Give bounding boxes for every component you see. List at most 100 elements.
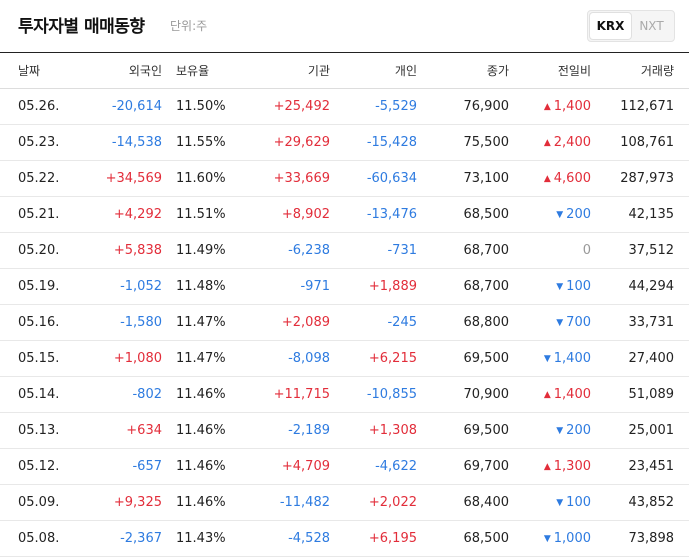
cell-change: ▼ 700: [515, 304, 597, 341]
cell-institution: +33,669: [244, 160, 336, 197]
cell-volume: 287,973: [597, 160, 689, 197]
change-value: 200: [566, 207, 591, 222]
cell-individual: -15,428: [336, 124, 423, 161]
cell-individual: +1,308: [336, 412, 423, 449]
change-value: 1,000: [553, 531, 591, 546]
down-triangle-icon: ▼: [556, 210, 564, 220]
change-value: 1,300: [553, 459, 591, 474]
cell-volume: 112,671: [597, 88, 689, 125]
table-row: 05.26. -20,614 11.50% +25,492 -5,529 76,900 ▲ 1…: [0, 88, 689, 125]
cell-change: ▲ 2,400: [515, 124, 597, 161]
col-header-date: 날짜: [0, 52, 76, 89]
cell-volume: 25,001: [597, 412, 689, 449]
change-value: 1,400: [553, 99, 591, 114]
cell-date: 05.14.: [0, 376, 76, 413]
col-header-institution: 기관: [244, 52, 336, 89]
cell-close: 68,700: [423, 268, 515, 305]
change-value: 0: [582, 243, 591, 258]
cell-individual: +6,195: [336, 520, 423, 557]
cell-institution: -6,238: [244, 232, 336, 269]
cell-holding-rate: 11.48%: [168, 268, 244, 305]
cell-holding-rate: 11.47%: [168, 304, 244, 341]
cell-foreign: -802: [76, 376, 168, 413]
cell-change: ▼ 100: [515, 484, 597, 521]
cell-close: 68,500: [423, 520, 515, 557]
cell-foreign: -657: [76, 448, 168, 485]
cell-institution: -8,098: [244, 340, 336, 377]
cell-volume: 42,135: [597, 196, 689, 233]
down-triangle-icon: ▼: [556, 426, 564, 436]
cell-change: ▲ 4,600: [515, 160, 597, 197]
cell-institution: +11,715: [244, 376, 336, 413]
table-row: 05.21. +4,292 11.51% +8,902 -13,476 68,500 ▼ 20…: [0, 196, 689, 233]
up-triangle-icon: ▲: [543, 462, 551, 472]
cell-individual: -60,634: [336, 160, 423, 197]
change-value: 2,400: [553, 135, 591, 150]
up-triangle-icon: ▲: [543, 138, 551, 148]
cell-change: ▲ 1,400: [515, 88, 597, 125]
down-triangle-icon: ▼: [543, 534, 551, 544]
cell-institution: +29,629: [244, 124, 336, 161]
cell-close: 69,500: [423, 340, 515, 377]
cell-foreign: -2,367: [76, 520, 168, 557]
table-row: 05.12. -657 11.46% +4,709 -4,622 69,700 ▲ 1,300…: [0, 448, 689, 485]
cell-date: 05.09.: [0, 484, 76, 521]
cell-change: ▼ 100: [515, 268, 597, 305]
cell-individual: -4,622: [336, 448, 423, 485]
cell-date: 05.26.: [0, 88, 76, 125]
cell-institution: -4,528: [244, 520, 336, 557]
cell-individual: +6,215: [336, 340, 423, 377]
table-row: 05.15. +1,080 11.47% -8,098 +6,215 69,500 ▼ 1,4…: [0, 340, 689, 377]
col-header-close: 종가: [423, 52, 515, 89]
cell-change: ▼ 200: [515, 412, 597, 449]
cell-change: ▲ 1,400: [515, 376, 597, 413]
cell-foreign: -20,614: [76, 88, 168, 125]
section-title: 투자자별 매매동향: [18, 17, 145, 37]
cell-holding-rate: 11.51%: [168, 196, 244, 233]
cell-individual: -10,855: [336, 376, 423, 413]
cell-individual: -731: [336, 232, 423, 269]
cell-date: 05.08.: [0, 520, 76, 557]
col-header-holding-rate: 보유율: [168, 52, 244, 89]
cell-close: 70,900: [423, 376, 515, 413]
cell-date: 05.12.: [0, 448, 76, 485]
cell-individual: -5,529: [336, 88, 423, 125]
cell-volume: 108,761: [597, 124, 689, 161]
cell-holding-rate: 11.60%: [168, 160, 244, 197]
table-header-row: 날짜 외국인 보유율 기관 개인 종가 전일비 거래량: [0, 52, 689, 89]
table-row: 05.22. +34,569 11.60% +33,669 -60,634 73,100 ▲…: [0, 160, 689, 197]
market-tab-nxt[interactable]: NXT: [639, 19, 664, 33]
cell-volume: 23,451: [597, 448, 689, 485]
cell-foreign: -1,580: [76, 304, 168, 341]
cell-individual: +2,022: [336, 484, 423, 521]
cell-close: 68,400: [423, 484, 515, 521]
cell-foreign: +4,292: [76, 196, 168, 233]
down-triangle-icon: ▼: [556, 318, 564, 328]
table-row: 05.16. -1,580 11.47% +2,089 -245 68,800 ▼ 700 33…: [0, 304, 689, 341]
cell-institution: +4,709: [244, 448, 336, 485]
col-header-individual: 개인: [336, 52, 423, 89]
section-header: 투자자별 매매동향 단위:주 KRX NXT: [0, 0, 689, 52]
cell-date: 05.21.: [0, 196, 76, 233]
market-tab-krx[interactable]: KRX: [590, 13, 631, 39]
market-toggle: KRX NXT: [587, 10, 675, 42]
cell-change: ▼ 1,000: [515, 520, 597, 557]
table-row: 05.13. +634 11.46% -2,189 +1,308 69,500 ▼ 200 25…: [0, 412, 689, 449]
col-header-volume: 거래량: [597, 52, 689, 89]
cell-date: 05.20.: [0, 232, 76, 269]
change-value: 1,400: [553, 387, 591, 402]
table-row: 05.19. -1,052 11.48% -971 +1,889 68,700 ▼ 100 44…: [0, 268, 689, 305]
cell-date: 05.22.: [0, 160, 76, 197]
cell-date: 05.19.: [0, 268, 76, 305]
cell-volume: 51,089: [597, 376, 689, 413]
cell-close: 69,500: [423, 412, 515, 449]
cell-holding-rate: 11.47%: [168, 340, 244, 377]
cell-date: 05.23.: [0, 124, 76, 161]
cell-holding-rate: 11.46%: [168, 484, 244, 521]
cell-volume: 27,400: [597, 340, 689, 377]
cell-holding-rate: 11.46%: [168, 448, 244, 485]
down-triangle-icon: ▼: [543, 354, 551, 364]
cell-foreign: +9,325: [76, 484, 168, 521]
cell-close: 69,700: [423, 448, 515, 485]
cell-foreign: +1,080: [76, 340, 168, 377]
